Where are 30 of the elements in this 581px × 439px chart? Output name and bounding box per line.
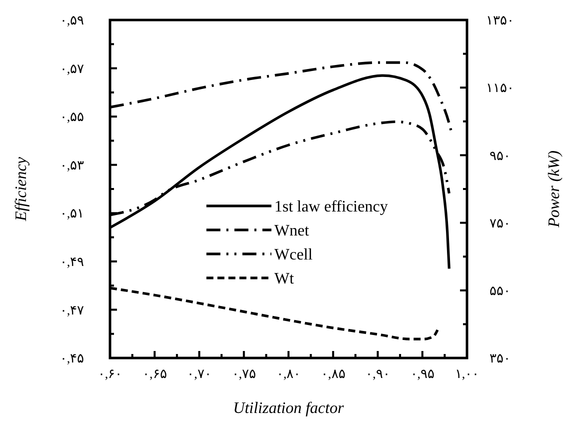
x-tick-label: ۰,۶۰: [98, 366, 122, 381]
y-tick-label: ۰,۴۵: [60, 350, 84, 366]
y-tick-label: ۰,۵۱: [60, 206, 84, 221]
x-tick-label: ۰,۸۵: [321, 366, 346, 381]
x-tick-label: ۰,۸۰: [276, 366, 301, 381]
legend-label: Wcell: [274, 246, 314, 264]
x-tick-label: ۰,۹۵: [410, 366, 434, 381]
legend-label: Wt: [274, 270, 294, 288]
y-tick-label: ۰,۵۳: [60, 157, 84, 172]
x-tick-label: ۰,۷۵: [232, 366, 256, 381]
x-axis-title: Utilization factor: [233, 400, 345, 417]
y-tick-label: ۰,۴۷: [60, 302, 84, 318]
y-tick-label: ۰,۵۹: [60, 12, 84, 28]
y2-tick-label: ۷۵۰: [490, 215, 510, 230]
y-axis-title: Efficiency: [13, 156, 30, 222]
legend-label: 1st law efficiency: [274, 198, 388, 216]
x-tick-label: ۰,۷۰: [187, 366, 212, 381]
x-tick-label: ۱,۰۰: [454, 366, 480, 381]
y2-tick-label: ۱۱۵۰: [486, 80, 514, 96]
x-tick-label: ۰,۶۵: [142, 366, 167, 381]
y-tick-label: ۰,۴۹: [60, 254, 84, 269]
legend-label: Wnet: [274, 222, 310, 240]
y-tick-label: ۰,۵۵: [60, 109, 84, 124]
x-tick-label: ۰,۹۰: [366, 366, 390, 381]
y2-tick-label: ۹۵۰: [490, 148, 510, 163]
y2-axis-title: Power (kW): [546, 150, 563, 228]
y2-tick-label: ۱۳۵۰: [486, 12, 514, 28]
y-tick-label: ۰,۵۷: [60, 60, 84, 76]
y2-tick-label: ۳۵۰: [490, 350, 510, 366]
y2-tick-label: ۵۵۰: [490, 282, 510, 298]
